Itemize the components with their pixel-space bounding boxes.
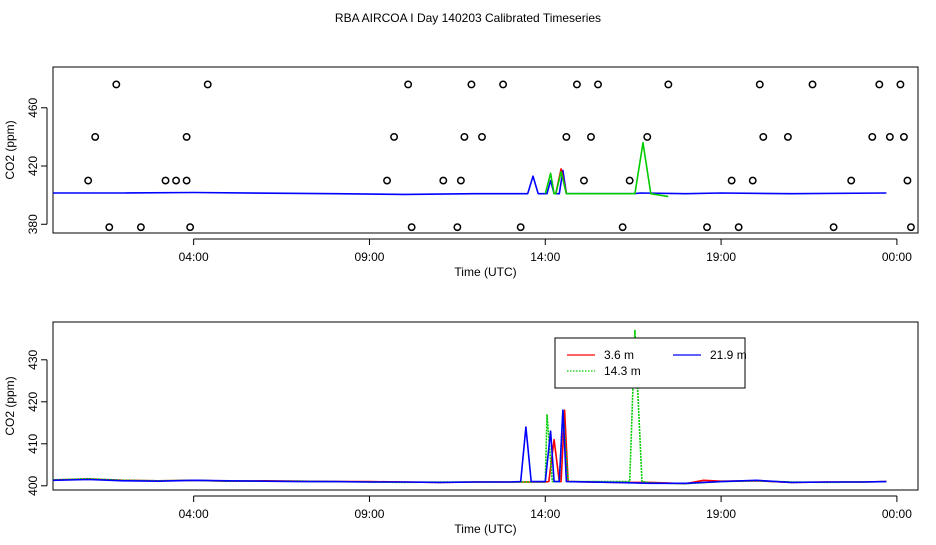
y-tick-label: 380: [26, 214, 40, 234]
data-point-marker: [478, 132, 486, 141]
series-line: [544, 141, 669, 198]
series-line: [52, 409, 887, 485]
data-point-marker: [903, 176, 912, 185]
data-point-marker: [499, 80, 508, 89]
x-tick-label: 04:00: [179, 507, 209, 521]
y-tick-label: 460: [26, 97, 40, 117]
y-tick-label: 430: [26, 349, 40, 369]
data-point-marker: [896, 80, 905, 89]
x-tick-label: 19:00: [706, 507, 736, 521]
y-tick-label: 400: [26, 475, 40, 495]
data-point-marker: [759, 132, 768, 141]
data-point-marker: [383, 176, 391, 185]
data-point-marker: [783, 132, 792, 141]
top-panel: 04:00 09:00 14:00 19:00 00:00 Time (UTC) 380 42…: [3, 66, 919, 279]
data-point-marker: [136, 223, 145, 232]
y-tick-label: 420: [26, 156, 40, 176]
data-point-marker: [390, 132, 399, 141]
data-point-marker: [516, 223, 525, 232]
data-point-marker: [625, 176, 634, 185]
x-tick-label: 04:00: [179, 250, 209, 264]
data-point-marker: [562, 132, 571, 141]
x-axis-label: Time (UTC): [454, 522, 516, 536]
data-point-marker: [439, 176, 448, 185]
series-line: [52, 329, 887, 485]
data-point-marker: [91, 132, 100, 141]
x-tick-label: 00:00: [882, 250, 912, 264]
data-point-marker: [703, 223, 711, 232]
x-axis-label: Time (UTC): [454, 265, 516, 279]
data-point-marker: [587, 132, 595, 141]
data-point-marker: [875, 80, 884, 89]
data-point-marker: [899, 132, 908, 141]
bottom-panel: 04:00 09:00 14:00 19:00 00:00 Time (UTC) 400 41…: [3, 321, 919, 536]
plot-frame: [52, 66, 919, 234]
data-point-marker: [404, 80, 413, 89]
legend-label: 3.6 m: [604, 348, 634, 362]
data-point-marker: [453, 223, 462, 232]
series-line: [52, 409, 887, 485]
data-point-marker: [161, 176, 170, 185]
data-point-marker: [594, 80, 602, 89]
series-line: [53, 169, 887, 196]
legend: 3.6 m 14.3 m 21.9 m: [554, 337, 747, 389]
data-point-marker: [467, 80, 476, 89]
data-point-marker: [186, 223, 195, 232]
legend-label: 21.9 m: [710, 348, 747, 362]
x-tick-label: 09:00: [354, 507, 384, 521]
data-point-marker: [664, 80, 673, 89]
data-point-marker: [84, 176, 93, 185]
x-tick-label: 19:00: [706, 250, 736, 264]
data-point-marker: [847, 176, 856, 185]
plot-frame: [52, 321, 919, 491]
data-point-marker: [748, 176, 757, 185]
data-point-marker: [868, 132, 877, 141]
data-point-marker: [203, 80, 212, 89]
data-point-marker: [643, 132, 652, 141]
data-point-marker: [460, 132, 469, 141]
chart-title: RBA AIRCOA I Day 140203 Calibrated Times…: [335, 11, 601, 25]
legend-box: [554, 337, 746, 389]
x-tick-label: 14:00: [530, 250, 560, 264]
data-point-marker: [734, 223, 743, 232]
data-point-marker: [112, 80, 121, 89]
y-tick-label: 420: [26, 391, 40, 411]
x-tick-label: 00:00: [882, 507, 912, 521]
data-point-marker: [182, 176, 191, 185]
x-tick-label: 14:00: [530, 507, 560, 521]
y-tick-label: 410: [26, 433, 40, 453]
data-point-marker: [829, 223, 838, 232]
data-point-marker: [580, 176, 588, 185]
data-point-marker: [618, 223, 627, 232]
y-axis-label: CO2 (ppm): [3, 120, 17, 179]
data-point-marker: [755, 80, 764, 89]
y-axis-label: CO2 (ppm): [3, 376, 17, 435]
data-point-marker: [172, 176, 181, 185]
data-point-marker: [808, 80, 817, 89]
data-point-marker: [182, 132, 191, 141]
data-point-marker: [727, 176, 736, 185]
legend-label: 14.3 m: [604, 364, 641, 378]
data-point-marker: [456, 176, 465, 185]
data-point-marker: [572, 80, 581, 89]
data-point-marker: [907, 223, 915, 232]
x-tick-label: 09:00: [354, 250, 384, 264]
data-point-marker: [407, 223, 416, 232]
data-point-marker: [885, 132, 894, 141]
data-point-marker: [105, 223, 114, 232]
